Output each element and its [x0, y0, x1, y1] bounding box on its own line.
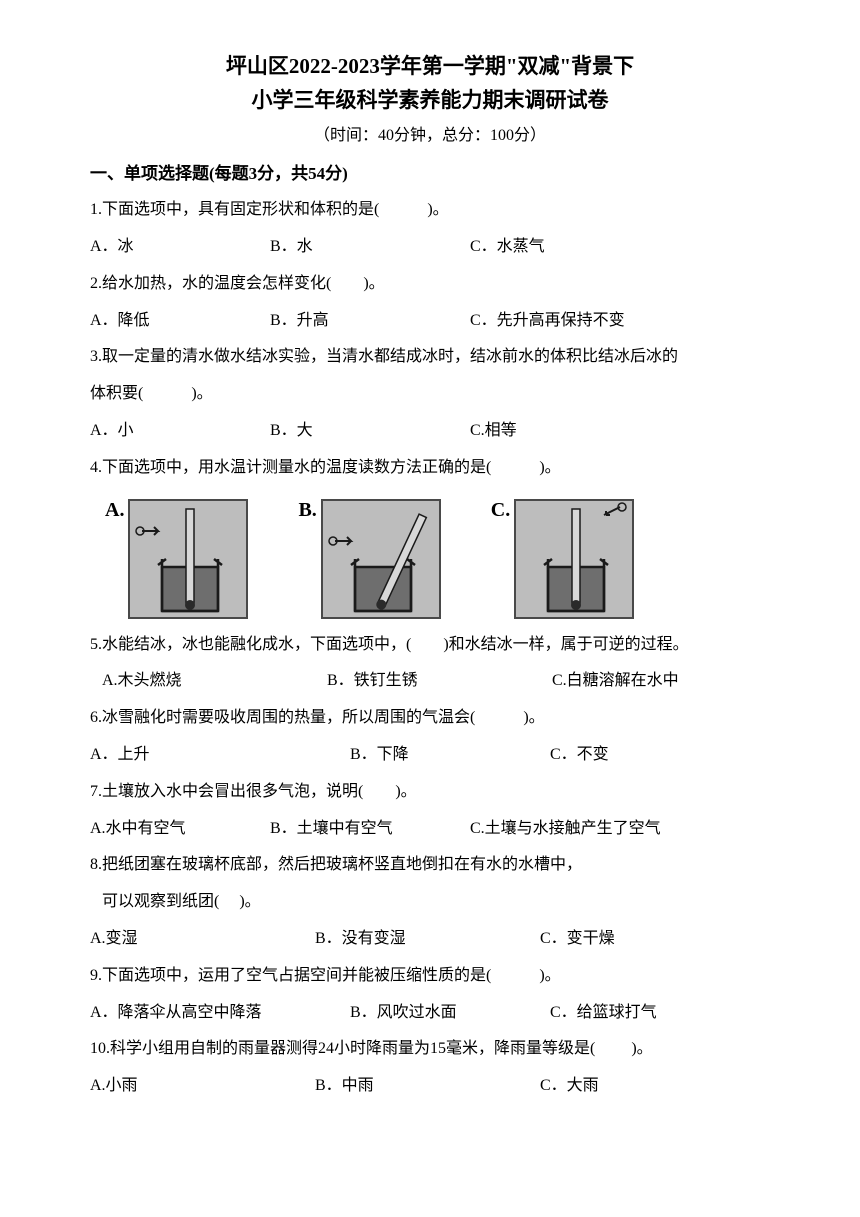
thermometer-diagram-c: [514, 499, 634, 619]
q5-opt-c: C.白糖溶解在水中: [552, 663, 770, 700]
q4-label-c: C.: [491, 499, 510, 522]
q2-opt-b: B．升高: [270, 303, 470, 340]
q10-options: A.小雨 B．中雨 C．大雨: [90, 1068, 770, 1105]
q8-options: A.变湿 B．没有变湿 C．变干燥: [90, 921, 770, 958]
q5-opt-b: B．铁钉生锈: [327, 663, 552, 700]
q4-figures: A. B.: [105, 499, 770, 619]
q2-opt-a: A．降低: [90, 303, 270, 340]
q7-opt-c: C.土壤与水接触产生了空气: [470, 811, 770, 848]
q7-text: 7.土壤放入水中会冒出很多气泡，说明( )。: [90, 774, 770, 811]
q4-label-a: A.: [105, 499, 124, 522]
exam-subtitle: （时间：40分钟，总分：100分）: [90, 121, 770, 145]
q3-text-l1: 3.取一定量的清水做水结冰实验，当清水都结成冰时，结冰前水的体积比结冰后冰的: [90, 339, 770, 376]
q2-opt-c: C．先升高再保持不变: [470, 303, 770, 340]
q1-opt-a: A．冰: [90, 229, 270, 266]
q6-options: A．上升 B．下降 C．不变: [90, 737, 770, 774]
q8-text-l2: 可以观察到纸团( )。: [90, 884, 770, 921]
q7-opt-a: A.水中有空气: [90, 811, 270, 848]
q8-text-l1: 8.把纸团塞在玻璃杯底部，然后把玻璃杯竖直地倒扣在有水的水槽中，: [90, 847, 770, 884]
thermometer-diagram-a: [128, 499, 248, 619]
q9-opt-b: B．风吹过水面: [350, 995, 550, 1032]
q6-text: 6.冰雪融化时需要吸收周围的热量，所以周围的气温会( )。: [90, 700, 770, 737]
q6-opt-b: B．下降: [350, 737, 550, 774]
q5-text: 5.水能结冰，冰也能融化成水，下面选项中，( )和水结冰一样，属于可逆的过程。: [90, 627, 770, 664]
q3-opt-b: B．大: [270, 413, 470, 450]
q8-opt-a: A.变湿: [90, 921, 315, 958]
q2-options: A．降低 B．升高 C．先升高再保持不变: [90, 303, 770, 340]
q8-opt-b: B．没有变湿: [315, 921, 540, 958]
q3-opt-c: C.相等: [470, 413, 770, 450]
q4-text: 4.下面选项中，用水温计测量水的温度读数方法正确的是( )。: [90, 450, 770, 487]
section-1-header: 一、单项选择题(每题3分，共54分): [90, 159, 770, 184]
q1-options: A．冰 B．水 C．水蒸气: [90, 229, 770, 266]
q10-opt-b: B．中雨: [315, 1068, 540, 1105]
q1-opt-b: B．水: [270, 229, 470, 266]
q4-figure-a: A.: [105, 499, 248, 619]
q10-opt-a: A.小雨: [90, 1068, 315, 1105]
q9-opt-a: A．降落伞从高空中降落: [90, 995, 350, 1032]
q7-opt-b: B．土壤中有空气: [270, 811, 470, 848]
q1-opt-c: C．水蒸气: [470, 229, 770, 266]
exam-title-line2: 小学三年级科学素养能力期末调研试卷: [90, 84, 770, 118]
q5-opt-a: A.木头燃烧: [102, 663, 327, 700]
q5-options: A.木头燃烧 B．铁钉生锈 C.白糖溶解在水中: [90, 663, 770, 700]
q8-opt-c: C．变干燥: [540, 921, 770, 958]
q9-options: A．降落伞从高空中降落 B．风吹过水面 C．给篮球打气: [90, 995, 770, 1032]
thermometer-diagram-b: [321, 499, 441, 619]
q2-text: 2.给水加热，水的温度会怎样变化( )。: [90, 266, 770, 303]
q6-opt-a: A．上升: [90, 737, 350, 774]
q10-opt-c: C．大雨: [540, 1068, 770, 1105]
q3-options: A．小 B．大 C.相等: [90, 413, 770, 450]
q3-opt-a: A．小: [90, 413, 270, 450]
q3-text-l2: 体积要( )。: [90, 376, 770, 413]
q6-opt-c: C．不变: [550, 737, 770, 774]
q10-text: 10.科学小组用自制的雨量器测得24小时降雨量为15毫米，降雨量等级是( )。: [90, 1031, 770, 1068]
q1-text: 1.下面选项中，具有固定形状和体积的是( )。: [90, 192, 770, 229]
exam-title-line1: 坪山区2022-2023学年第一学期"双减"背景下: [90, 50, 770, 84]
q9-opt-c: C．给篮球打气: [550, 995, 770, 1032]
q7-options: A.水中有空气 B．土壤中有空气 C.土壤与水接触产生了空气: [90, 811, 770, 848]
q4-figure-c: C.: [491, 499, 634, 619]
q4-figure-b: B.: [298, 499, 440, 619]
q9-text: 9.下面选项中，运用了空气占据空间并能被压缩性质的是( )。: [90, 958, 770, 995]
q4-label-b: B.: [298, 499, 316, 522]
